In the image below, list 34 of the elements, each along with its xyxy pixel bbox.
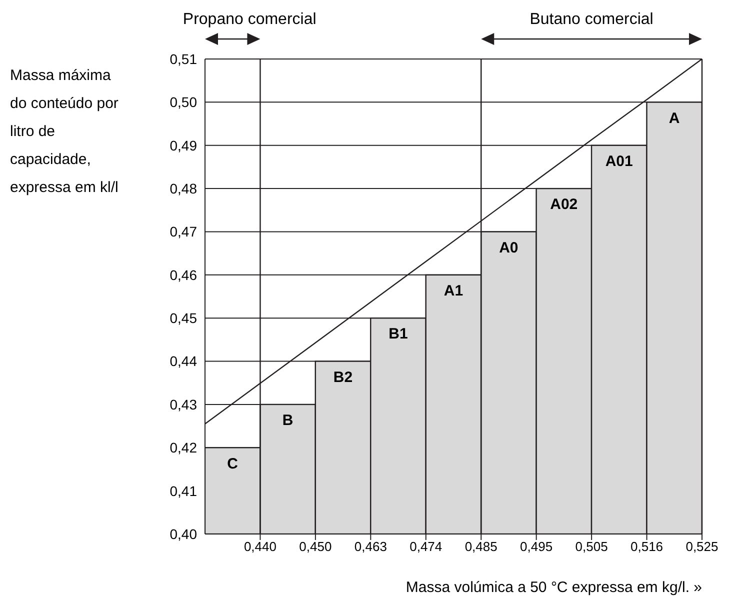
- data-label: B2: [333, 368, 353, 386]
- data-label: B: [282, 412, 294, 430]
- y-tick-label: 0,51: [170, 50, 198, 67]
- x-tick-label: 0,495: [520, 539, 553, 554]
- x-tick-label: 0,474: [410, 539, 442, 554]
- y-axis-title: Massa máxima do conteúdo por litro de capacidade, expressa em kl/l: [10, 66, 120, 198]
- x-tick-label: 0,525: [686, 539, 718, 554]
- x-tick-label: 0,463: [354, 539, 387, 554]
- y-tick-label: 0,47: [170, 224, 198, 240]
- data-label: B1: [388, 326, 408, 343]
- x-tick-label: 0,450: [299, 539, 332, 554]
- y-tick-label: 0,49: [170, 137, 198, 154]
- x-tick-label: 0,485: [464, 539, 498, 554]
- y-tick-label: 0,40: [170, 526, 198, 542]
- data-label: C: [227, 455, 238, 472]
- x-tick-label: 0,505: [575, 539, 608, 554]
- text: Propano comercial: [182, 11, 316, 28]
- y-tick-label: 0,43: [170, 396, 198, 412]
- x-axis-title: Massa volúmica a 50 °C expressa em kg/l. »: [406, 579, 702, 596]
- y-tick-label: 0,44: [170, 353, 198, 370]
- y-tick-label: 0,41: [170, 482, 198, 499]
- y-tick-label: 0,50: [170, 94, 198, 110]
- text: Butano comercial: [530, 11, 654, 28]
- y-tick-label: 0,42: [170, 440, 198, 456]
- y-tick-label: 0,48: [170, 180, 198, 197]
- data-label: A1: [444, 282, 464, 300]
- x-tick-label: 0,516: [630, 539, 664, 554]
- data-label: A02: [550, 196, 578, 214]
- y-tick-label: 0,45: [170, 310, 198, 326]
- y-tick-label: 0,46: [170, 266, 198, 283]
- x-tick-label: 0,440: [244, 539, 276, 554]
- data-label: A01: [605, 153, 633, 170]
- data-label: A0: [499, 239, 518, 256]
- data-label: A: [668, 110, 680, 127]
